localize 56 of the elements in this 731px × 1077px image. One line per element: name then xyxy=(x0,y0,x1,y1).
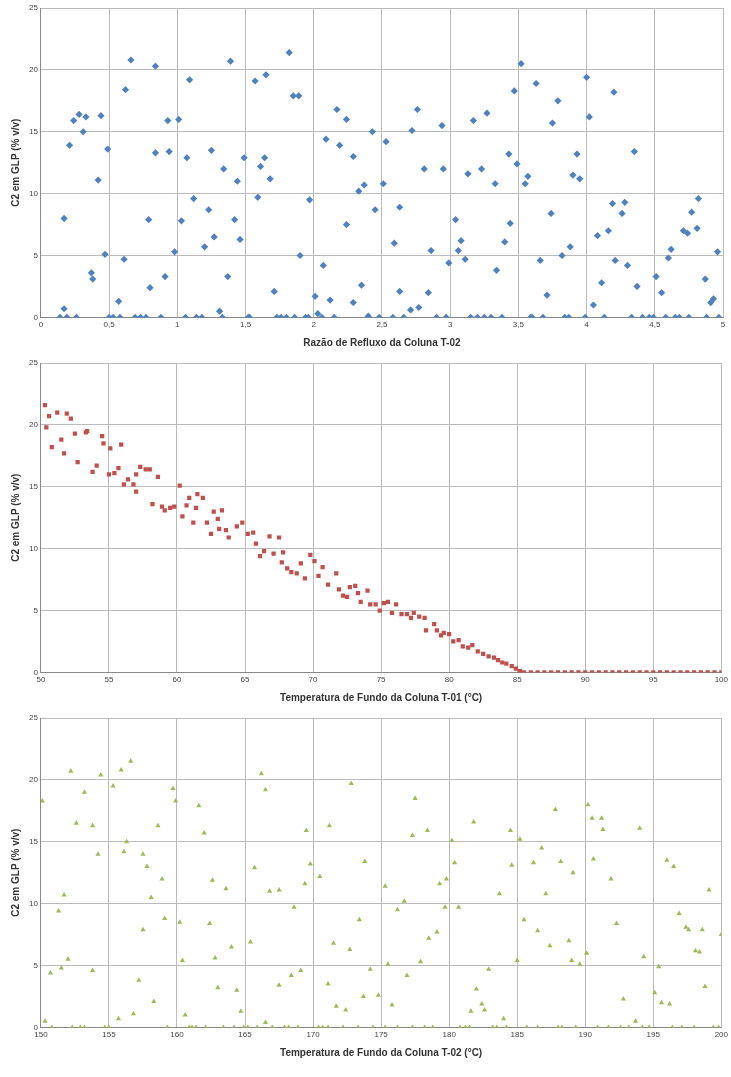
y-tick-label: 25 xyxy=(28,358,39,368)
x-tick-label: 1,5 xyxy=(239,320,252,330)
y-tick-label: 15 xyxy=(28,836,39,846)
y-tick-label: 10 xyxy=(28,188,39,198)
x-tick-label: 155 xyxy=(102,1030,117,1040)
x-tick-label: 195 xyxy=(646,1030,661,1040)
x-tick-label: 95 xyxy=(648,675,659,685)
x-tick-label: 100 xyxy=(714,675,729,685)
x-tick-label: 70 xyxy=(308,675,319,685)
y-tick-label: 10 xyxy=(28,543,39,553)
y-tick-label: 15 xyxy=(28,481,39,491)
x-tick-label: 175 xyxy=(374,1030,389,1040)
x-tick-label: 65 xyxy=(240,675,251,685)
x-tick-label: 75 xyxy=(376,675,387,685)
x-tick-label: 170 xyxy=(306,1030,321,1040)
y-tick-label: 0 xyxy=(33,312,39,322)
x-tick-label: 60 xyxy=(172,675,182,685)
y-tick-label: 5 xyxy=(33,250,39,260)
y-tick-label: 25 xyxy=(28,713,39,723)
y-axis-title: C2 em GLP (% v/v) xyxy=(9,473,21,562)
x-tick-label: 160 xyxy=(170,1030,185,1040)
y-tick-label: 5 xyxy=(33,960,39,970)
y-tick-label: 25 xyxy=(28,3,39,13)
y-tick-label: 20 xyxy=(28,65,39,75)
y-axis-title: C2 em GLP (% v/v) xyxy=(9,828,21,917)
x-tick-label: 2 xyxy=(311,320,317,330)
x-tick-label: 1 xyxy=(175,320,181,330)
x-tick-label: 180 xyxy=(442,1030,457,1040)
x-tick-label: 80 xyxy=(444,675,455,685)
x-axis-title: Temperatura de Fundo da Coluna T-01 (°C) xyxy=(280,691,483,703)
x-tick-label: 200 xyxy=(714,1030,729,1040)
y-tick-label: 20 xyxy=(28,420,39,430)
x-tick-label: 190 xyxy=(578,1030,593,1040)
y-tick-label: 15 xyxy=(28,126,39,136)
y-axis-title: C2 em GLP (% v/v) xyxy=(9,118,21,207)
x-tick-label: 4 xyxy=(584,320,590,330)
x-tick-label: 90 xyxy=(580,675,591,685)
y-tick-label: 10 xyxy=(28,898,39,908)
x-axis-title: Razão de Refluxo da Coluna T-02 xyxy=(303,336,462,348)
x-tick-label: 85 xyxy=(512,675,523,685)
x-tick-label: 165 xyxy=(238,1030,253,1040)
y-tick-label: 20 xyxy=(28,775,39,785)
x-tick-label: 2,5 xyxy=(376,320,389,330)
x-tick-label: 50 xyxy=(36,675,46,685)
y-tick-label: 0 xyxy=(33,1022,39,1032)
y-tick-label: 5 xyxy=(33,605,39,615)
x-tick-label: 3 xyxy=(447,320,453,330)
y-tick-label: 0 xyxy=(33,667,39,677)
x-tick-label: 3,5 xyxy=(512,320,525,330)
x-axis-title: Temperatura de Fundo da Coluna T-02 (°C) xyxy=(280,1046,483,1058)
x-tick-label: 150 xyxy=(34,1030,49,1040)
x-tick-label: 5 xyxy=(720,320,726,330)
x-tick-label: 0,5 xyxy=(103,320,116,330)
x-tick-label: 185 xyxy=(510,1030,525,1040)
x-tick-label: 4,5 xyxy=(649,320,661,330)
x-tick-label: 55 xyxy=(104,675,114,685)
